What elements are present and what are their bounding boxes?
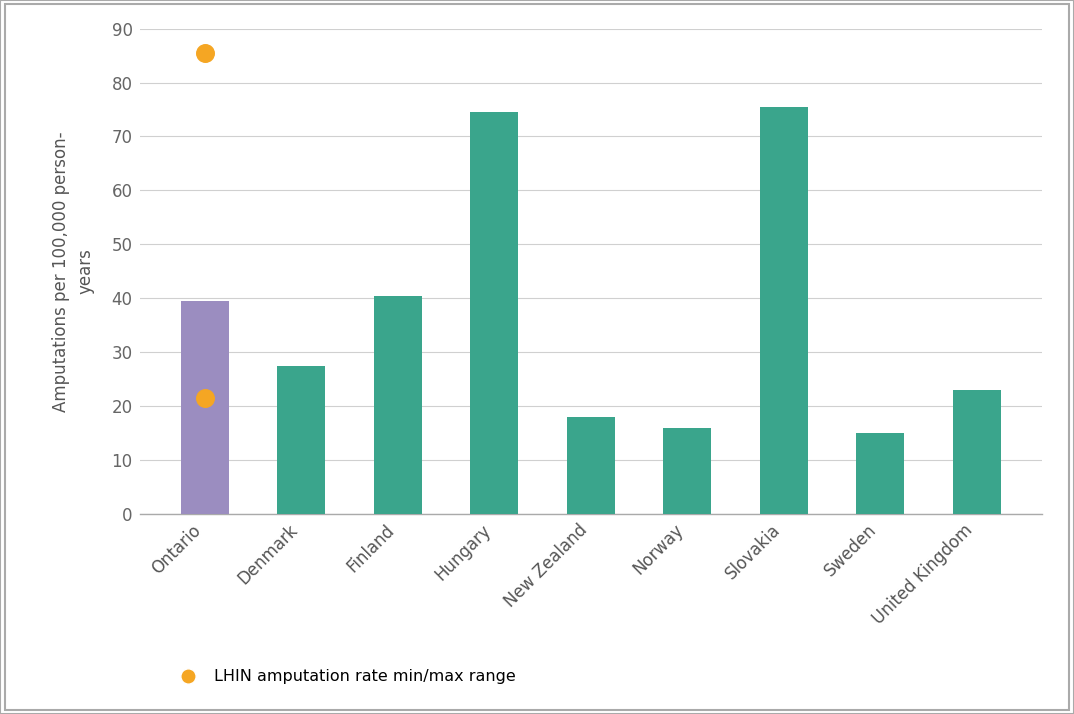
Bar	[470, 112, 519, 514]
Point	[197, 393, 214, 404]
Bar	[953, 390, 1001, 514]
Bar	[374, 296, 422, 514]
Bar	[277, 366, 325, 514]
Bar	[759, 107, 808, 514]
Y-axis label: Amputations per 100,000 person-
years: Amputations per 100,000 person- years	[52, 131, 95, 411]
Bar	[663, 428, 711, 514]
Bar	[856, 433, 904, 514]
Legend: LHIN amputation rate min/max range: LHIN amputation rate min/max range	[165, 663, 522, 690]
Point	[197, 47, 214, 59]
Bar	[567, 417, 614, 514]
Bar	[180, 301, 229, 514]
